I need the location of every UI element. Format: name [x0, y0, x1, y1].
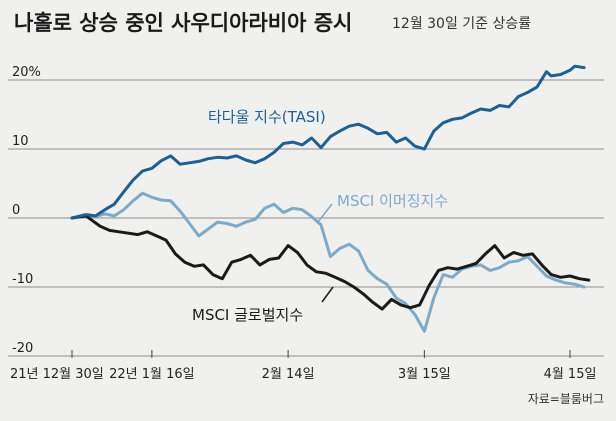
- x-axis: 21년 12월 30일 22년 1월 16일 2월 14일 3월 15일 4월 15일: [10, 350, 596, 382]
- x-tick-label: 3월 15일: [398, 367, 451, 382]
- gridlines: [8, 79, 604, 357]
- series-line-msci-global: [70, 214, 591, 311]
- x-tick-label: 22년 1월 16일: [109, 367, 195, 382]
- series-label-msci-global: MSCI 글로벌지수: [192, 306, 303, 324]
- y-tick-label: 10: [12, 134, 29, 149]
- source-note: 자료=블룸버그: [528, 392, 604, 406]
- chart-subtitle: 12월 30일 기준 상승률: [392, 16, 531, 32]
- y-tick-label: -20: [12, 341, 33, 356]
- series-line-msci-emerging: [70, 191, 586, 333]
- y-axis: 20% 10 0 -10 -20: [12, 65, 41, 356]
- leader-line-msci-emerging: [317, 203, 333, 223]
- x-tick-label: 2월 14일: [262, 367, 315, 382]
- y-tick-label: -10: [12, 272, 33, 287]
- series-label-tasi: 타다울 지수(TASI): [208, 108, 326, 126]
- chart-title: 나홀로 상승 중인 사우디아라비아 증시: [14, 11, 352, 35]
- y-tick-label: 20%: [12, 65, 41, 80]
- series-label-msci-emerging: MSCI 이머징지수: [337, 192, 448, 210]
- x-tick-label: 4월 15일: [544, 367, 597, 382]
- y-tick-label: 0: [12, 203, 20, 218]
- series-lines: [70, 64, 591, 333]
- x-tick-label: 21년 12월 30일: [10, 367, 104, 382]
- series-line-tasi: [70, 64, 586, 220]
- leader-line-msci-global: [321, 286, 334, 303]
